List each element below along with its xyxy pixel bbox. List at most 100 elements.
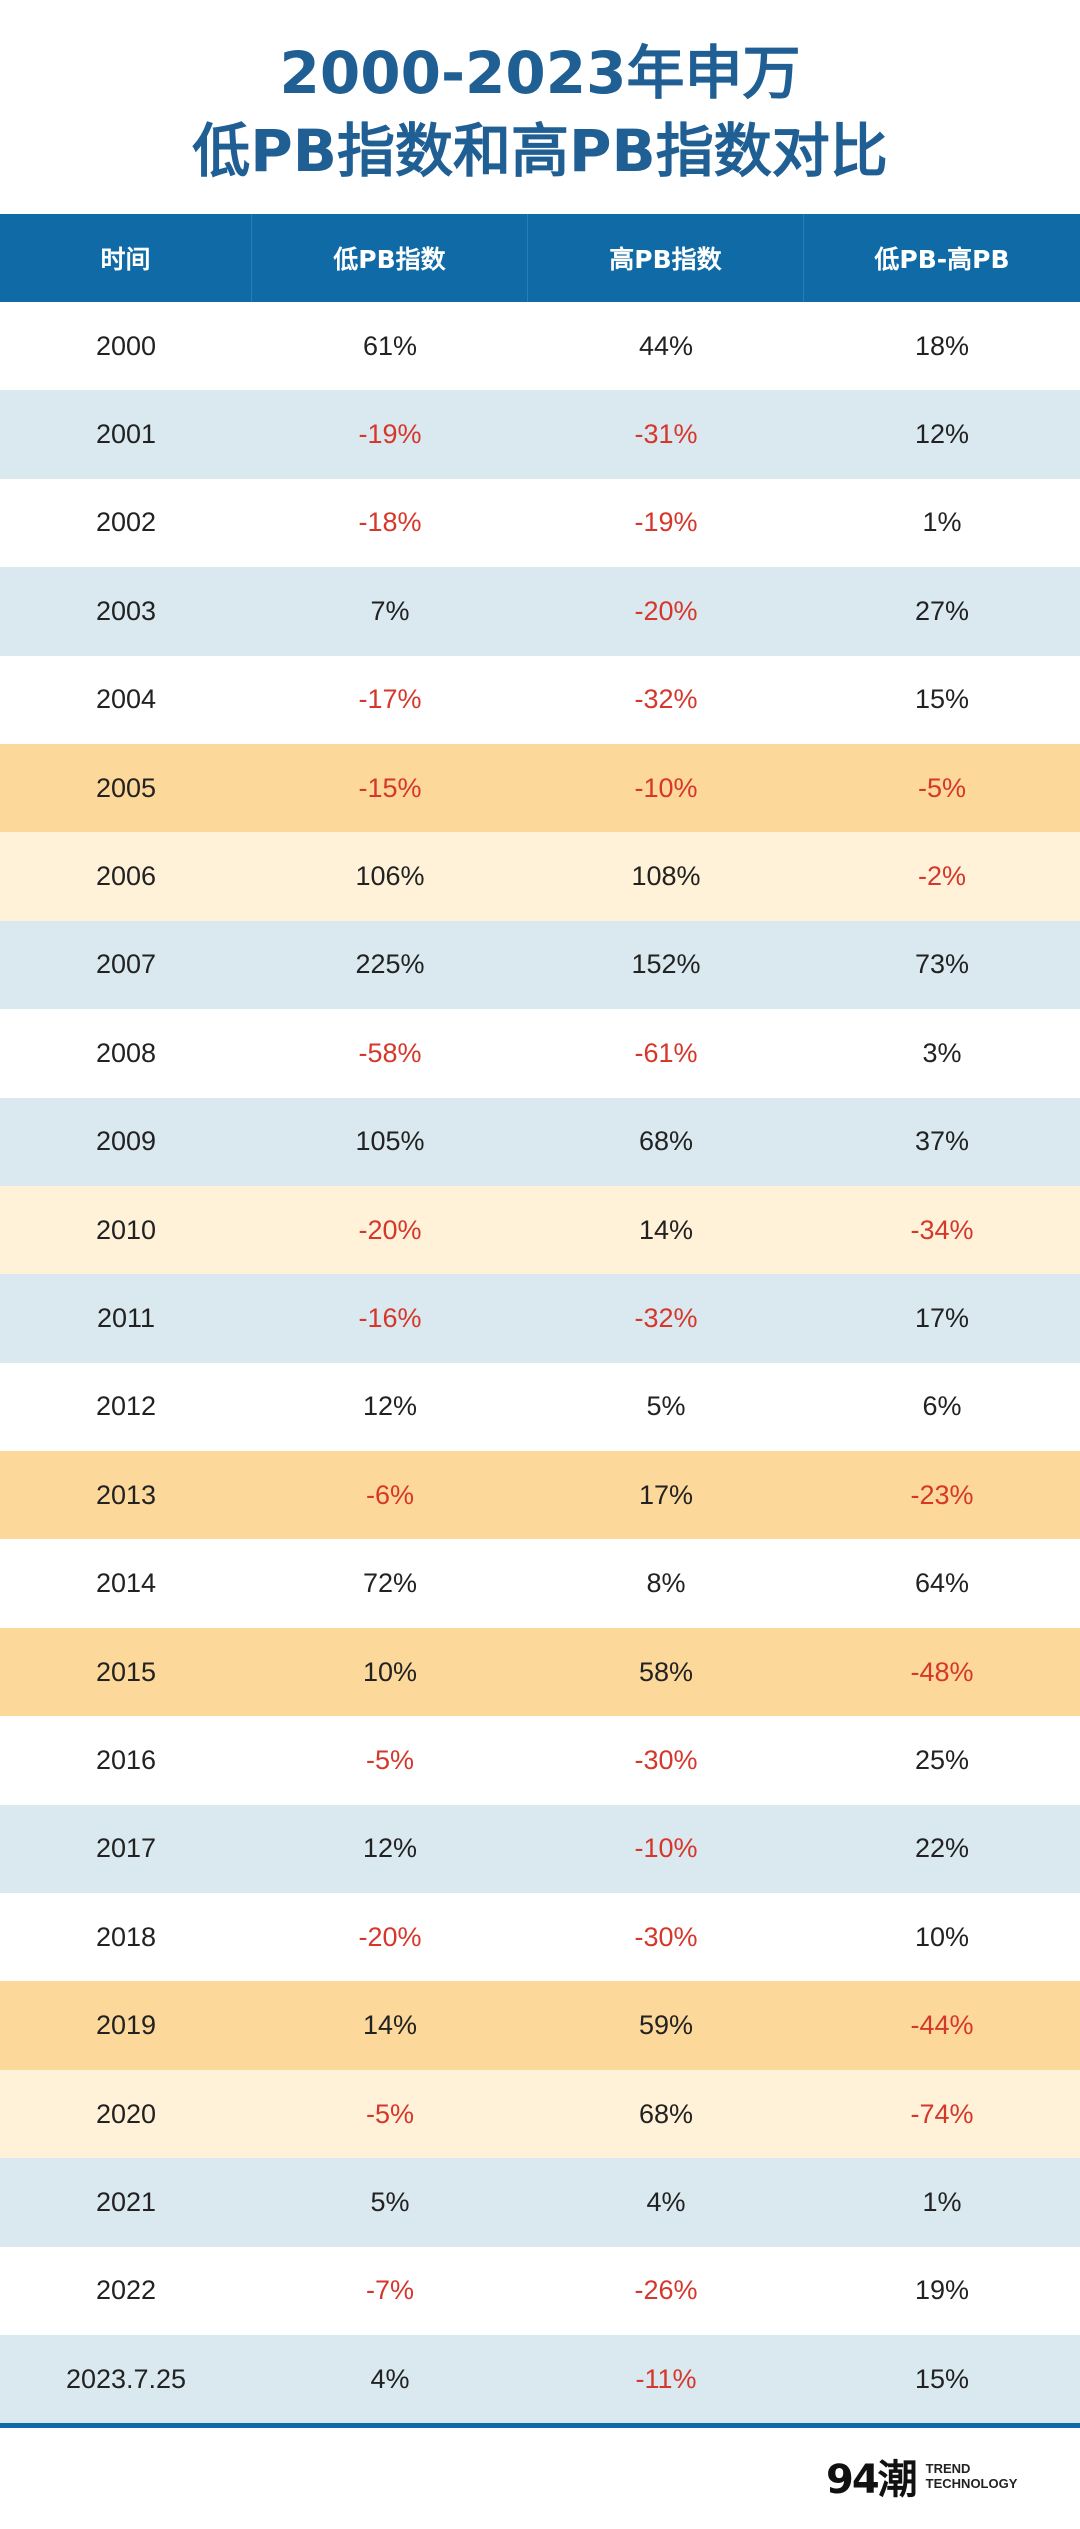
cell-high-pb: 108% [631, 861, 701, 892]
logo-text-line2: TECHNOLOGY [925, 2476, 1018, 2491]
cell-low-pb: 106% [355, 861, 425, 892]
table-row: 2014 72% 8% 64% [0, 1539, 1080, 1628]
table-row: 2000 61% 44% 18% [0, 302, 1080, 391]
table-row: 2023.7.25 4% -11% 15% [0, 2334, 1080, 2424]
cell-low-pb: 61% [362, 330, 418, 361]
table-row: 2016 -5% -30% 25% [0, 1716, 1080, 1805]
cell-low-pb: 4% [370, 2363, 410, 2394]
cell-low-pb: -6% [365, 1479, 414, 1510]
cell-high-pb: -31% [634, 419, 698, 450]
cell-diff: 12% [914, 419, 970, 450]
cell-high-pb: 5% [646, 1391, 686, 1422]
cell-high-pb: 68% [638, 1126, 694, 1157]
page-title-line1: 2000-2023年申万 [279, 39, 801, 107]
cell-low-pb: -5% [365, 1744, 414, 1775]
cell-diff: -48% [910, 1656, 974, 1687]
brand-logo: 94潮 TREND TECHNOLOGY [826, 2448, 1056, 2504]
table-row: 2002 -18% -19% 1% [0, 478, 1080, 568]
cell-high-pb: -30% [634, 1921, 698, 1952]
cell-low-pb: 7% [370, 595, 410, 626]
cell-year: 2002 [95, 507, 157, 538]
cell-low-pb: -58% [358, 1037, 422, 1068]
cell-low-pb: -17% [358, 684, 422, 715]
cell-year: 2017 [95, 1833, 157, 1864]
cell-year: 2003 [95, 595, 157, 626]
logo-text-line1: TREND [925, 2461, 971, 2476]
cell-diff: 18% [914, 330, 970, 361]
table-row: 2020 -5% 68% -74% [0, 2069, 1080, 2159]
table-row: 2011 -16% -32% 17% [0, 1274, 1080, 1363]
cell-year: 2009 [95, 1126, 157, 1157]
cell-high-pb: 17% [638, 1479, 694, 1510]
header-diff: 低PB-高PB [874, 245, 1010, 274]
cell-year: 2014 [95, 1568, 157, 1599]
cell-low-pb: -20% [358, 1921, 422, 1952]
cell-diff: 10% [914, 1921, 970, 1952]
cell-year: 2022 [95, 2275, 157, 2306]
cell-diff: -23% [910, 1479, 974, 1510]
cell-diff: 37% [914, 1126, 970, 1157]
cell-high-pb: -10% [634, 772, 698, 803]
header-low-pb: 低PB指数 [252, 214, 528, 302]
cell-high-pb: -30% [634, 1744, 698, 1775]
table-body: 2000 61% 44% 18% 2001 -19% -31% 12% 2002 -18% -19%… [0, 302, 1080, 2424]
cell-high-pb: -10% [634, 1833, 698, 1864]
cell-year: 2015 [95, 1656, 157, 1687]
cell-low-pb: 105% [355, 1126, 425, 1157]
cell-high-pb: 8% [646, 1568, 686, 1599]
cell-high-pb: -20% [634, 595, 698, 626]
cell-high-pb: -32% [634, 1302, 698, 1333]
cell-diff: -34% [910, 1214, 974, 1245]
cell-low-pb: -18% [358, 507, 422, 538]
cell-year: 2008 [95, 1037, 157, 1068]
cell-diff: -5% [917, 772, 966, 803]
cell-high-pb: 4% [646, 2186, 686, 2217]
cell-low-pb: -7% [365, 2275, 414, 2306]
cell-diff: 1% [922, 507, 962, 538]
cell-high-pb: 58% [638, 1656, 694, 1687]
table-row: 2012 12% 5% 6% [0, 1362, 1080, 1452]
cell-diff: 15% [914, 684, 970, 715]
cell-low-pb: -16% [358, 1302, 422, 1333]
table-row: 2001 -19% -31% 12% [0, 390, 1080, 479]
cell-year: 2016 [95, 1744, 157, 1775]
cell-high-pb: -19% [634, 507, 698, 538]
cell-year: 2013 [95, 1479, 157, 1510]
header-high-pb: 高PB指数 [528, 214, 804, 302]
cell-low-pb: 12% [362, 1391, 418, 1422]
cell-diff: 27% [914, 595, 970, 626]
cell-low-pb: 12% [362, 1833, 418, 1864]
table-bottom-line [0, 2423, 1080, 2428]
cell-year: 2006 [95, 861, 157, 892]
header-time: 时间 [0, 214, 252, 302]
cell-year: 2020 [95, 2098, 157, 2129]
cell-diff: 3% [922, 1037, 962, 1068]
table-row: 2013 -6% 17% -23% [0, 1451, 1080, 1540]
logo-text: TREND TECHNOLOGY [926, 2461, 1018, 2491]
table-row: 2017 12% -10% 22% [0, 1804, 1080, 1894]
cell-year: 2023.7.25 [65, 2363, 187, 2394]
cell-diff: 25% [914, 1744, 970, 1775]
cell-year: 2019 [95, 2010, 157, 2041]
cell-high-pb: -26% [634, 2275, 698, 2306]
cell-diff: 6% [922, 1391, 962, 1422]
table-row: 2019 14% 59% -44% [0, 1981, 1080, 2070]
cell-diff: 64% [914, 1568, 970, 1599]
table-row: 2015 10% 58% -48% [0, 1627, 1080, 1717]
cell-diff: -44% [910, 2010, 974, 2041]
cell-year: 2012 [95, 1391, 157, 1422]
cell-low-pb: -5% [365, 2098, 414, 2129]
table-row: 2009 105% 68% 37% [0, 1097, 1080, 1186]
logo-mark: 94潮 [826, 2457, 918, 2503]
table-row: 2010 -20% 14% -34% [0, 1185, 1080, 1275]
cell-high-pb: -11% [635, 2363, 697, 2394]
cell-diff: -74% [910, 2098, 974, 2129]
cell-low-pb: 72% [362, 1568, 418, 1599]
table-row: 2003 7% -20% 27% [0, 567, 1080, 656]
cell-low-pb: 5% [370, 2186, 410, 2217]
cell-year: 2018 [95, 1921, 157, 1952]
cell-year: 2011 [96, 1302, 156, 1333]
cell-high-pb: 59% [638, 2010, 694, 2041]
table-row: 2007 225% 152% 73% [0, 920, 1080, 1010]
page-title-line2: 低PB指数和高PB指数对比 [192, 117, 888, 185]
